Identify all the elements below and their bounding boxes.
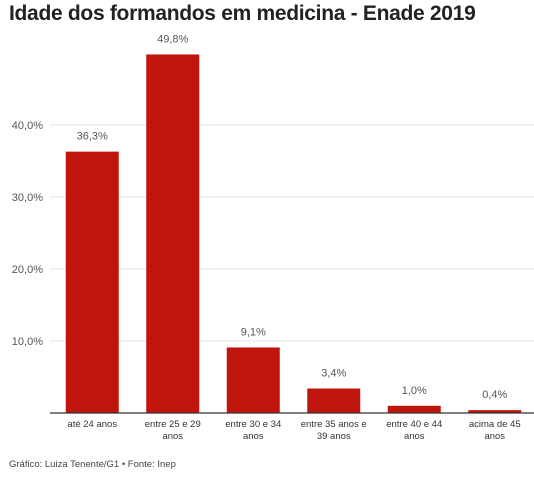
bars <box>65 54 522 413</box>
chart-title: Idade dos formandos em medicina - Enade … <box>9 2 476 25</box>
x-tick-label: entre 35 anos e <box>301 419 367 430</box>
bar-value-label: 0,4% <box>482 389 507 401</box>
x-tick-label: anos <box>243 431 264 442</box>
x-tick-label: entre 25 e 29 <box>145 419 201 430</box>
bar-value-label: 1,0% <box>402 385 427 397</box>
x-tick-label: 39 anos <box>317 431 351 442</box>
bar-value-label: 3,4% <box>321 368 346 380</box>
bar <box>146 54 200 413</box>
y-tick-label: 10,0% <box>12 336 43 348</box>
y-tick-label: 20,0% <box>12 264 43 276</box>
y-axis-ticks: 10,0% 20,0% 30,0% 40,0% <box>12 120 43 348</box>
x-tick-label: anos <box>484 431 505 442</box>
x-tick-label: entre 30 e 34 <box>225 419 281 430</box>
y-tick-label: 30,0% <box>12 192 43 204</box>
bar <box>65 151 119 413</box>
bar <box>387 405 441 413</box>
bar-value-label: 49,8% <box>157 33 188 45</box>
gridlines <box>50 124 534 342</box>
x-tick-label: até 24 anos <box>67 419 117 430</box>
bar <box>468 410 522 413</box>
bar-value-label: 9,1% <box>241 326 266 338</box>
bar <box>226 347 280 413</box>
x-tick-label: entre 40 e 44 <box>386 419 442 430</box>
bar <box>307 388 361 413</box>
chart-footer: Gráfico: Luiza Tenente/G1 • Fonte: Inep <box>9 459 176 470</box>
y-tick-label: 40,0% <box>12 120 43 132</box>
bar-value-label: 36,3% <box>77 131 108 143</box>
x-tick-label: anos <box>162 431 183 442</box>
x-tick-label: anos <box>404 431 425 442</box>
x-tick-label: acima de 45 <box>469 419 521 430</box>
value-labels: 36,3% 49,8% 9,1% 3,4% 1,0% 0,4% <box>77 33 508 401</box>
